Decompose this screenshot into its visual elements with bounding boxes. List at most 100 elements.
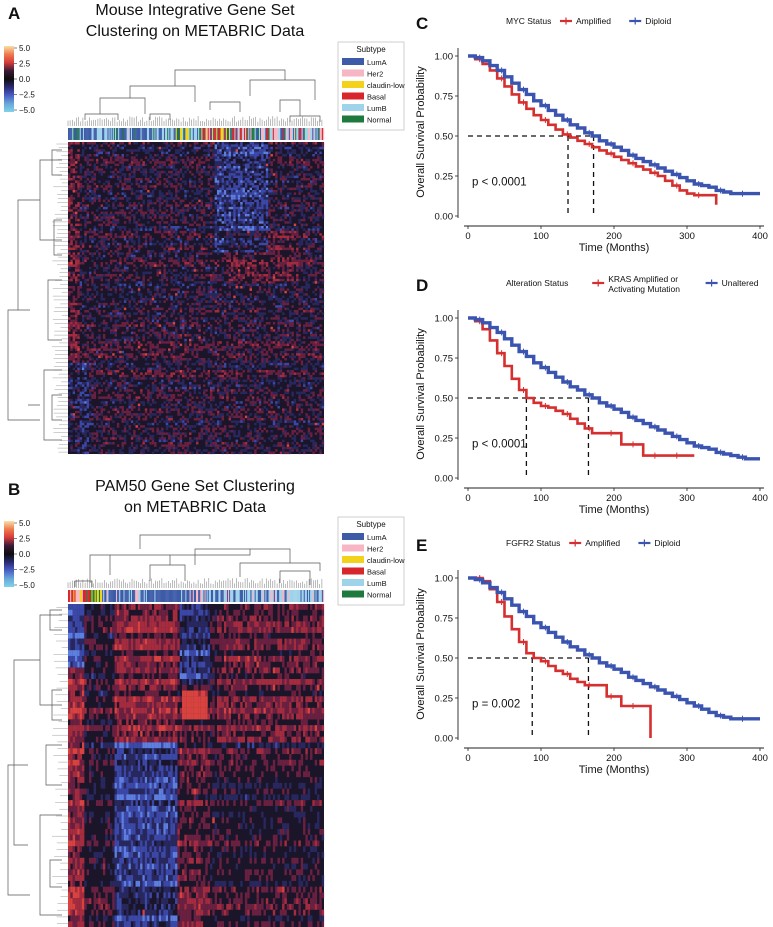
heatmap-cell [70,216,73,219]
heatmap-cell [144,182,148,186]
heatmap-cell [158,175,162,179]
heatmap-cell [121,187,124,191]
heatmap-cell [133,228,136,231]
heatmap-cell [207,226,211,229]
heatmap-cell [142,298,145,301]
heatmap-cell [303,166,306,169]
heatmap-cell [84,221,87,224]
heatmap-cell [177,300,180,303]
heatmap-cell [240,182,243,186]
heatmap-cell [81,293,85,296]
heatmap-cell [177,302,180,306]
heatmap-cell [219,274,222,277]
heatmap-cell [298,329,301,332]
heatmap-cell [114,264,117,267]
heatmap-cell [242,295,245,299]
subtype-cell [191,128,193,140]
heatmap-cell [147,278,150,282]
heatmap-cell [147,199,150,203]
heatmap-cell [130,298,134,301]
heatmap-cell [126,254,129,258]
heatmap-cell [189,185,192,188]
heatmap-cell [240,202,243,205]
heatmap-cell [156,293,159,296]
heatmap-cell [149,211,152,215]
heatmap-cell [172,300,176,303]
heatmap-cell [95,233,99,236]
heatmap-cell [247,175,250,179]
heatmap-cell [263,266,266,270]
heatmap-cell [207,204,211,207]
heatmap-cell [175,317,178,320]
heatmap-cell [182,211,185,215]
heatmap-cell [263,146,266,150]
heatmap-cell [151,168,155,171]
heatmap-cell [235,245,238,248]
heatmap-cell [70,262,73,265]
heatmap-cell [247,317,250,320]
heatmap-cell [303,194,306,198]
heatmap-cell [74,214,78,217]
heatmap-cell [286,180,290,183]
heatmap-cell [300,182,304,186]
heatmap-cell [121,305,124,308]
heatmap-cell [72,170,76,174]
heatmap-cell [182,214,185,217]
heatmap-cell [79,254,83,258]
heatmap-cell [165,319,169,323]
heatmap-cell [193,204,197,207]
heatmap-cell [165,214,169,217]
heatmap-cell [151,209,155,212]
heatmap-cell [317,154,320,157]
heatmap-cell [223,151,227,155]
heatmap-cell [72,329,76,332]
heatmap-cell [240,228,243,231]
heatmap-cell [230,206,234,210]
heatmap-cell [158,271,162,275]
heatmap-cell [319,178,322,181]
heatmap-cell [265,211,269,215]
heatmap-cell [310,190,313,193]
heatmap-cell [209,144,213,147]
heatmap-cell [107,314,110,318]
heatmap-cell [163,326,166,330]
heatmap-cell [312,194,315,198]
heatmap-cell [198,307,201,311]
heatmap-cell [88,228,92,231]
heatmap-cell [228,334,232,337]
subtype-cell [90,128,92,140]
heatmap-cell [251,322,255,325]
heatmap-cell [235,170,238,174]
heatmap-cell [256,163,259,167]
heatmap-cell [165,317,169,320]
heatmap-cell [286,331,290,335]
subtype-cell [247,128,249,140]
heatmap-cell [186,290,190,294]
heatmap-cell [172,154,176,157]
heatmap-cell [100,322,104,325]
heatmap-cell [242,214,245,217]
heatmap-cell [230,281,234,284]
heatmap-cell [177,264,180,267]
heatmap-cell [317,156,320,159]
heatmap-cell [289,290,292,294]
heatmap-cell [163,206,166,210]
heatmap-cell [237,230,241,234]
subtype-cell [152,128,154,140]
heatmap-cell [140,166,143,169]
heatmap-cell [265,194,269,198]
heatmap-cell [116,326,120,330]
heatmap-cell [226,233,229,236]
heatmap-cell [223,149,227,152]
heatmap-cell [317,247,320,251]
heatmap-cell [189,223,192,227]
heatmap-cell [321,182,325,186]
heatmap-cell [228,182,232,186]
heatmap-cell [154,317,157,320]
heatmap-cell [163,331,166,335]
heatmap-cell [310,264,313,267]
heatmap-cell [235,266,238,270]
heatmap-cell [168,166,171,169]
heatmap-cell [258,228,262,231]
heatmap-cell [303,329,306,332]
